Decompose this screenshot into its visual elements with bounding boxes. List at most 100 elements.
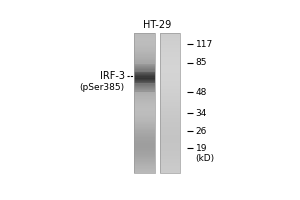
Bar	[160, 122, 181, 123]
Bar	[160, 128, 181, 129]
Bar	[134, 157, 155, 158]
Bar	[134, 166, 155, 168]
Bar	[134, 121, 155, 122]
Bar	[134, 152, 155, 154]
Bar	[134, 94, 155, 95]
Bar	[134, 142, 155, 143]
Bar	[134, 107, 155, 108]
Bar	[160, 115, 181, 116]
Bar	[160, 130, 181, 131]
Bar	[134, 87, 155, 88]
Bar	[160, 102, 181, 103]
Bar	[134, 71, 155, 72]
Bar	[160, 104, 181, 106]
Text: 117: 117	[196, 40, 213, 49]
Bar	[160, 85, 181, 86]
Bar	[134, 148, 155, 149]
Bar	[134, 96, 155, 97]
Bar	[134, 113, 155, 114]
Bar	[134, 131, 155, 133]
Bar	[160, 154, 181, 155]
Bar	[160, 124, 181, 125]
Bar	[134, 154, 155, 155]
Bar	[134, 144, 155, 145]
Bar	[134, 62, 155, 64]
Bar	[134, 85, 155, 86]
Bar	[160, 125, 181, 127]
Bar	[134, 93, 155, 94]
Bar	[134, 117, 155, 118]
Bar	[134, 122, 155, 123]
Bar	[160, 53, 181, 54]
Bar	[134, 155, 155, 156]
Bar	[134, 102, 155, 103]
Bar	[160, 162, 181, 163]
Bar	[160, 148, 181, 149]
Bar	[134, 114, 155, 115]
Bar	[160, 46, 181, 47]
Bar	[134, 108, 155, 109]
Bar	[160, 121, 181, 122]
Bar	[134, 141, 155, 142]
Bar	[160, 73, 181, 74]
Bar	[160, 156, 181, 157]
Bar	[160, 81, 181, 82]
Bar	[134, 53, 155, 54]
Bar	[134, 95, 155, 96]
Bar	[160, 34, 181, 36]
Bar	[134, 89, 155, 90]
Bar	[160, 131, 181, 133]
Bar	[160, 136, 181, 137]
Bar	[134, 37, 155, 38]
Bar	[134, 67, 155, 68]
Bar	[134, 46, 155, 47]
Bar	[160, 95, 181, 96]
Bar	[160, 123, 181, 124]
Bar	[160, 171, 181, 172]
Bar	[134, 68, 155, 69]
Bar	[160, 44, 181, 45]
Bar	[134, 97, 155, 99]
Bar	[160, 66, 181, 67]
Bar	[160, 106, 181, 107]
Bar	[134, 110, 155, 111]
Bar	[160, 169, 181, 170]
Bar	[134, 88, 155, 89]
Bar	[134, 47, 155, 48]
Bar	[134, 33, 155, 34]
Bar	[160, 117, 181, 118]
Bar	[160, 41, 181, 43]
Bar	[160, 107, 181, 108]
Bar	[134, 124, 155, 125]
Bar	[160, 64, 181, 65]
Bar	[134, 52, 155, 53]
Bar	[134, 163, 155, 164]
Bar	[134, 111, 155, 113]
Bar	[160, 68, 181, 69]
Bar	[134, 43, 155, 44]
Text: 48: 48	[196, 88, 207, 97]
Bar	[160, 157, 181, 158]
Bar	[160, 47, 181, 48]
Bar	[160, 36, 181, 37]
Bar	[134, 159, 155, 161]
Bar	[134, 99, 155, 100]
Bar	[160, 118, 181, 120]
Bar	[160, 140, 181, 141]
Bar	[134, 158, 155, 159]
Bar	[160, 135, 181, 136]
Bar	[160, 108, 181, 109]
Bar	[134, 109, 155, 110]
Bar	[134, 41, 155, 43]
Bar	[134, 106, 155, 107]
Bar	[134, 118, 155, 120]
Bar	[160, 50, 181, 51]
Bar	[160, 96, 181, 97]
Bar	[134, 130, 155, 131]
Bar	[160, 111, 181, 113]
Bar	[160, 133, 181, 134]
Bar	[134, 101, 155, 102]
Bar	[134, 164, 155, 165]
Bar	[134, 147, 155, 148]
Bar	[134, 120, 155, 121]
